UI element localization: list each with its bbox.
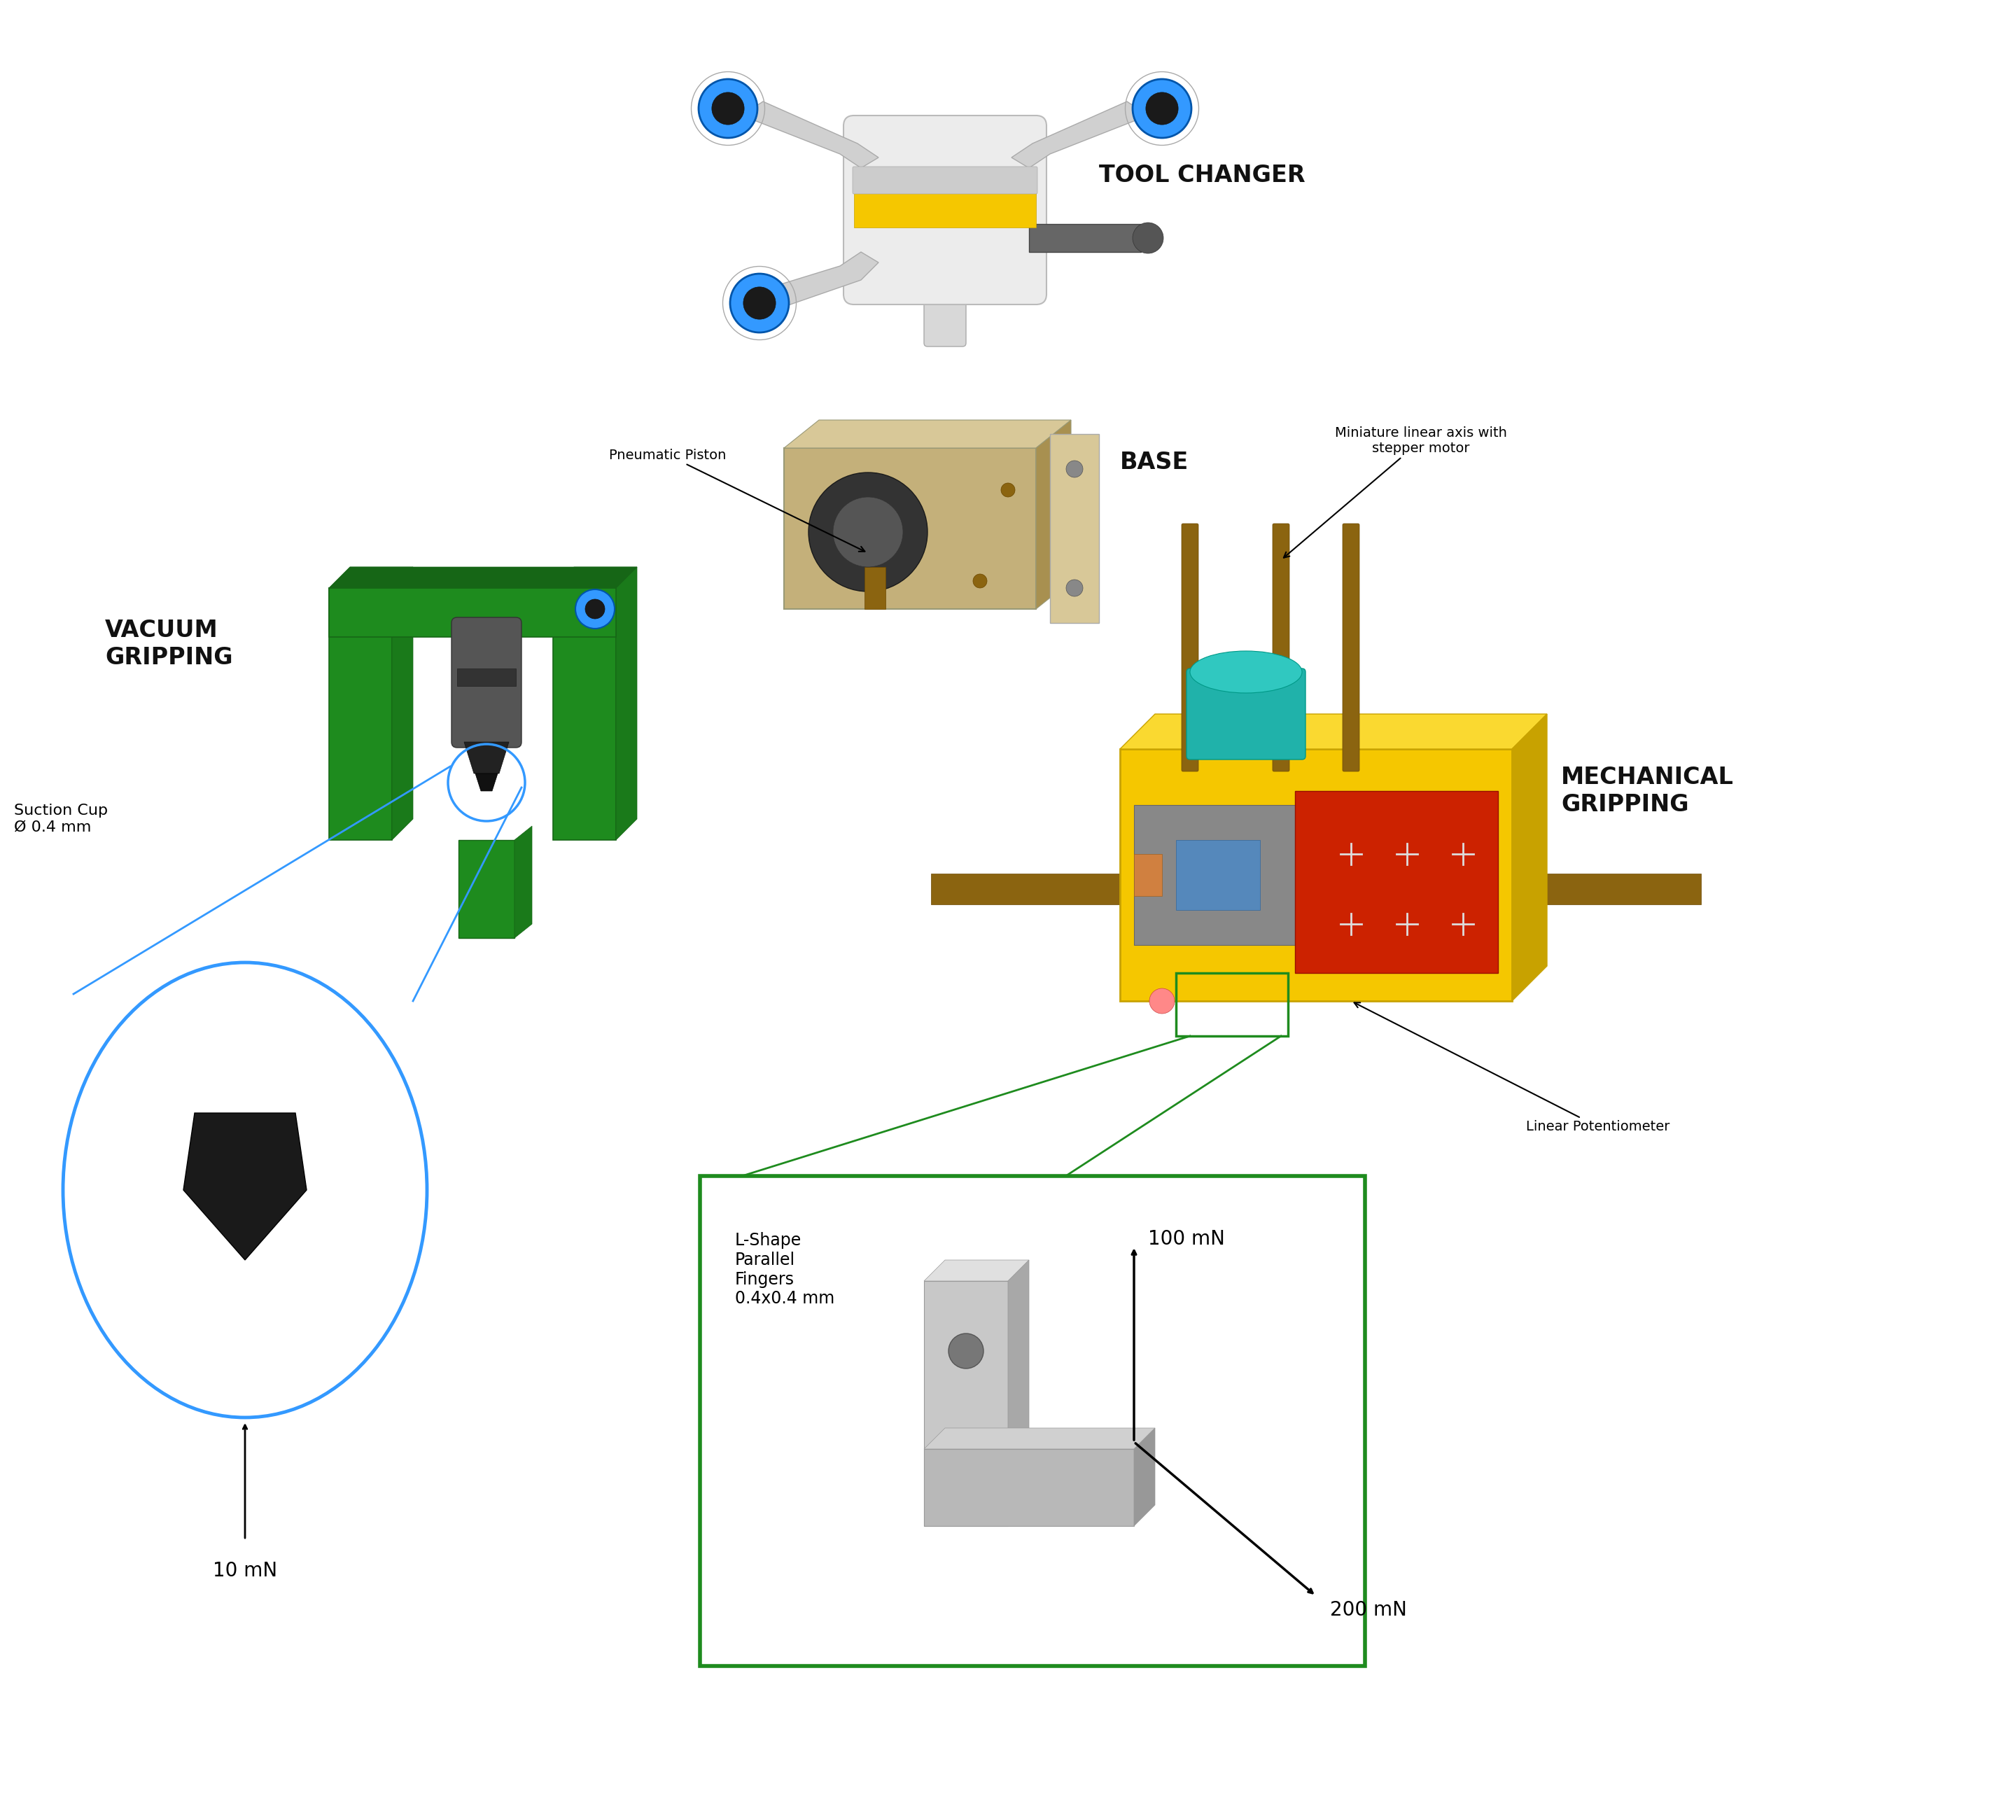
Polygon shape xyxy=(1050,433,1099,622)
Polygon shape xyxy=(1294,792,1498,974)
Polygon shape xyxy=(923,1449,1133,1525)
Polygon shape xyxy=(391,568,413,841)
Polygon shape xyxy=(1008,1259,1028,1525)
Polygon shape xyxy=(329,568,637,588)
Polygon shape xyxy=(183,1114,306,1259)
Polygon shape xyxy=(784,420,1070,448)
Text: VACUUM
GRIPPING: VACUUM GRIPPING xyxy=(105,619,232,670)
Circle shape xyxy=(1133,78,1191,138)
Polygon shape xyxy=(476,774,498,792)
Text: MECHANICAL
GRIPPING: MECHANICAL GRIPPING xyxy=(1560,766,1734,815)
Polygon shape xyxy=(458,841,514,937)
Polygon shape xyxy=(1512,874,1702,905)
Circle shape xyxy=(1066,460,1083,477)
Polygon shape xyxy=(329,568,413,588)
Text: L-Shape
Parallel
Fingers
0.4x0.4 mm: L-Shape Parallel Fingers 0.4x0.4 mm xyxy=(736,1232,835,1307)
Circle shape xyxy=(808,473,927,592)
FancyBboxPatch shape xyxy=(1272,524,1290,772)
Circle shape xyxy=(1145,93,1177,124)
Text: TOOL CHANGER: TOOL CHANGER xyxy=(1099,164,1304,187)
Polygon shape xyxy=(514,826,532,937)
Polygon shape xyxy=(329,588,391,841)
Text: Miniature linear axis with
stepper motor: Miniature linear axis with stepper motor xyxy=(1284,426,1508,557)
Polygon shape xyxy=(923,1259,1028,1281)
Circle shape xyxy=(730,273,788,333)
Polygon shape xyxy=(617,568,637,841)
Circle shape xyxy=(744,288,776,318)
Polygon shape xyxy=(1512,713,1546,1001)
Circle shape xyxy=(585,599,605,619)
Polygon shape xyxy=(865,568,885,610)
Polygon shape xyxy=(1028,224,1141,251)
FancyBboxPatch shape xyxy=(853,167,1038,195)
Polygon shape xyxy=(1012,102,1147,167)
Circle shape xyxy=(700,78,758,138)
FancyBboxPatch shape xyxy=(843,115,1046,304)
Text: 200 mN: 200 mN xyxy=(1331,1600,1407,1620)
FancyBboxPatch shape xyxy=(1187,668,1306,759)
Polygon shape xyxy=(458,668,516,686)
Polygon shape xyxy=(784,448,1036,610)
Polygon shape xyxy=(1121,713,1546,750)
Polygon shape xyxy=(1133,804,1294,945)
FancyBboxPatch shape xyxy=(1181,524,1198,772)
Circle shape xyxy=(833,497,903,568)
Polygon shape xyxy=(552,568,637,588)
Polygon shape xyxy=(464,743,508,774)
Text: BASE: BASE xyxy=(1121,451,1189,473)
Circle shape xyxy=(712,93,744,124)
FancyBboxPatch shape xyxy=(452,617,522,748)
FancyBboxPatch shape xyxy=(700,1176,1365,1665)
Polygon shape xyxy=(329,588,617,637)
Circle shape xyxy=(974,573,988,588)
Ellipse shape xyxy=(62,963,427,1418)
Polygon shape xyxy=(1133,1429,1155,1525)
Ellipse shape xyxy=(1189,652,1302,693)
Circle shape xyxy=(1149,988,1175,1014)
Polygon shape xyxy=(1175,841,1260,910)
Polygon shape xyxy=(552,588,617,841)
Circle shape xyxy=(575,590,615,628)
Text: Pneumatic Piston: Pneumatic Piston xyxy=(609,448,865,551)
FancyBboxPatch shape xyxy=(923,291,966,346)
Text: Suction Cup
Ø 0.4 mm: Suction Cup Ø 0.4 mm xyxy=(14,804,109,834)
FancyBboxPatch shape xyxy=(1343,524,1359,772)
Polygon shape xyxy=(742,102,879,167)
Text: Linear Potentiometer: Linear Potentiometer xyxy=(1355,1003,1669,1134)
Circle shape xyxy=(1066,579,1083,597)
Circle shape xyxy=(948,1334,984,1369)
Polygon shape xyxy=(1133,854,1161,895)
Circle shape xyxy=(1002,482,1014,497)
Circle shape xyxy=(1133,222,1163,253)
Polygon shape xyxy=(1036,420,1070,610)
Polygon shape xyxy=(855,193,1036,227)
Text: 10 mN: 10 mN xyxy=(214,1562,278,1580)
Polygon shape xyxy=(1121,750,1512,1001)
Polygon shape xyxy=(923,1281,1008,1525)
Polygon shape xyxy=(931,874,1121,905)
Polygon shape xyxy=(750,251,879,311)
Text: 100 mN: 100 mN xyxy=(1147,1228,1226,1249)
Polygon shape xyxy=(923,1429,1155,1449)
